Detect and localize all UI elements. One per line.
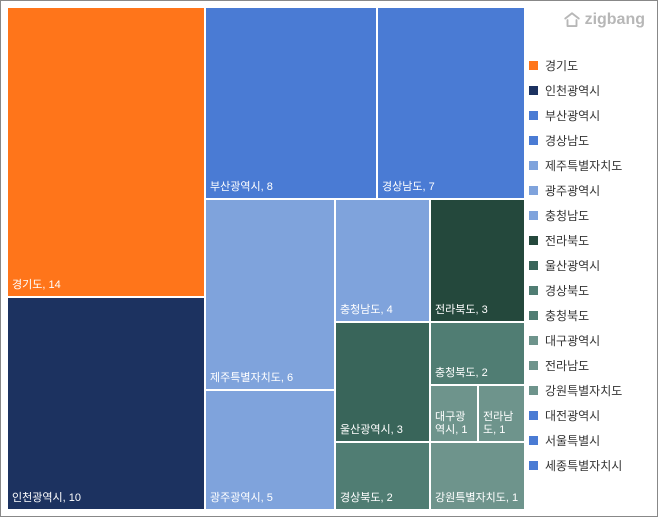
legend-label: 부산광역시 <box>545 107 600 124</box>
legend-label: 대구광역시 <box>545 332 600 349</box>
treemap-tile[interactable]: 경기도, 14 <box>7 7 205 297</box>
treemap-tile[interactable]: 부산광역시, 8 <box>205 7 377 199</box>
legend-item[interactable]: 경상남도 <box>529 128 649 153</box>
legend: 경기도인천광역시부산광역시경상남도제주특별자치도광주광역시충청남도전라북도울산광… <box>529 53 649 478</box>
legend-item[interactable]: 제주특별자치도 <box>529 153 649 178</box>
legend-swatch <box>529 436 538 445</box>
treemap-tile-label: 전라북도, 3 <box>435 304 488 317</box>
legend-item[interactable]: 인천광역시 <box>529 78 649 103</box>
legend-swatch <box>529 136 538 145</box>
legend-swatch <box>529 461 538 470</box>
treemap-tile[interactable]: 강원특별자치도, 1 <box>430 442 525 510</box>
legend-swatch <box>529 211 538 220</box>
treemap-tile-label: 경상북도, 2 <box>340 492 393 505</box>
legend-swatch <box>529 311 538 320</box>
legend-swatch <box>529 161 538 170</box>
treemap-tile-label: 경기도, 14 <box>12 279 61 292</box>
legend-item[interactable]: 부산광역시 <box>529 103 649 128</box>
treemap-tile[interactable]: 충청북도, 2 <box>430 322 525 385</box>
treemap-tile-label: 대구광 역시, 1 <box>435 411 467 437</box>
logo-icon <box>563 11 581 29</box>
treemap-tile-label: 인천광역시, 10 <box>12 492 81 505</box>
logo-text: zigbang <box>585 11 645 29</box>
legend-item[interactable]: 서울특별시 <box>529 428 649 453</box>
legend-label: 대전광역시 <box>545 407 600 424</box>
legend-item[interactable]: 울산광역시 <box>529 253 649 278</box>
treemap-tile[interactable]: 인천광역시, 10 <box>7 297 205 510</box>
legend-swatch <box>529 186 538 195</box>
legend-item[interactable]: 전라북도 <box>529 228 649 253</box>
legend-label: 충청남도 <box>545 207 589 224</box>
legend-item[interactable]: 경기도 <box>529 53 649 78</box>
treemap-tile-label: 경상남도, 7 <box>382 181 435 194</box>
treemap-tile-label: 부산광역시, 8 <box>210 181 273 194</box>
chart-container: 경기도, 14 인천광역시, 10 부산광역시, 8 경상남도, 7 제주특별자치도, … <box>0 0 658 517</box>
treemap-tile-label: 제주특별자치도, 6 <box>210 372 293 385</box>
treemap-tile[interactable]: 전라북도, 3 <box>430 199 525 322</box>
legend-label: 전라남도 <box>545 357 589 374</box>
legend-item[interactable]: 광주광역시 <box>529 178 649 203</box>
legend-item[interactable]: 대전광역시 <box>529 403 649 428</box>
legend-swatch <box>529 411 538 420</box>
legend-swatch <box>529 261 538 270</box>
treemap-tile[interactable]: 광주광역시, 5 <box>205 390 335 510</box>
legend-swatch <box>529 86 538 95</box>
legend-swatch <box>529 361 538 370</box>
legend-label: 인천광역시 <box>545 82 600 99</box>
treemap-tile[interactable]: 대구광 역시, 1 <box>430 385 478 442</box>
treemap-tile[interactable]: 전라남 도, 1 <box>478 385 525 442</box>
legend-label: 강원특별자치도 <box>545 382 622 399</box>
legend-label: 경기도 <box>545 57 578 74</box>
treemap-tile-label: 충청북도, 2 <box>435 367 488 380</box>
legend-label: 전라북도 <box>545 232 589 249</box>
legend-label: 세종특별자치시 <box>545 457 622 474</box>
legend-item[interactable]: 경상북도 <box>529 278 649 303</box>
legend-label: 제주특별자치도 <box>545 157 622 174</box>
legend-label: 경상남도 <box>545 132 589 149</box>
treemap-tile[interactable]: 울산광역시, 3 <box>335 322 430 442</box>
legend-item[interactable]: 대구광역시 <box>529 328 649 353</box>
legend-label: 서울특별시 <box>545 432 600 449</box>
legend-swatch <box>529 336 538 345</box>
legend-item[interactable]: 전라남도 <box>529 353 649 378</box>
treemap-tile-label: 강원특별자치도, 1 <box>435 492 518 505</box>
legend-item[interactable]: 세종특별자치시 <box>529 453 649 478</box>
legend-swatch <box>529 236 538 245</box>
zigbang-logo: zigbang <box>563 11 645 29</box>
treemap-tile-label: 전라남 도, 1 <box>483 411 513 437</box>
legend-item[interactable]: 충청남도 <box>529 203 649 228</box>
legend-swatch <box>529 286 538 295</box>
treemap-tile[interactable]: 경상남도, 7 <box>377 7 525 199</box>
treemap-tile-label: 충청남도, 4 <box>340 304 393 317</box>
legend-item[interactable]: 강원특별자치도 <box>529 378 649 403</box>
treemap-tile-label: 울산광역시, 3 <box>340 424 403 437</box>
legend-label: 충청북도 <box>545 307 589 324</box>
treemap-tile[interactable]: 경상북도, 2 <box>335 442 430 510</box>
treemap-tile[interactable]: 충청남도, 4 <box>335 199 430 322</box>
legend-label: 광주광역시 <box>545 182 600 199</box>
legend-label: 울산광역시 <box>545 257 600 274</box>
legend-item[interactable]: 충청북도 <box>529 303 649 328</box>
treemap: 경기도, 14 인천광역시, 10 부산광역시, 8 경상남도, 7 제주특별자치도, … <box>7 7 525 510</box>
legend-swatch <box>529 111 538 120</box>
treemap-tile[interactable]: 제주특별자치도, 6 <box>205 199 335 390</box>
treemap-tile-label: 광주광역시, 5 <box>210 492 273 505</box>
legend-swatch <box>529 61 538 70</box>
legend-label: 경상북도 <box>545 282 589 299</box>
legend-swatch <box>529 386 538 395</box>
